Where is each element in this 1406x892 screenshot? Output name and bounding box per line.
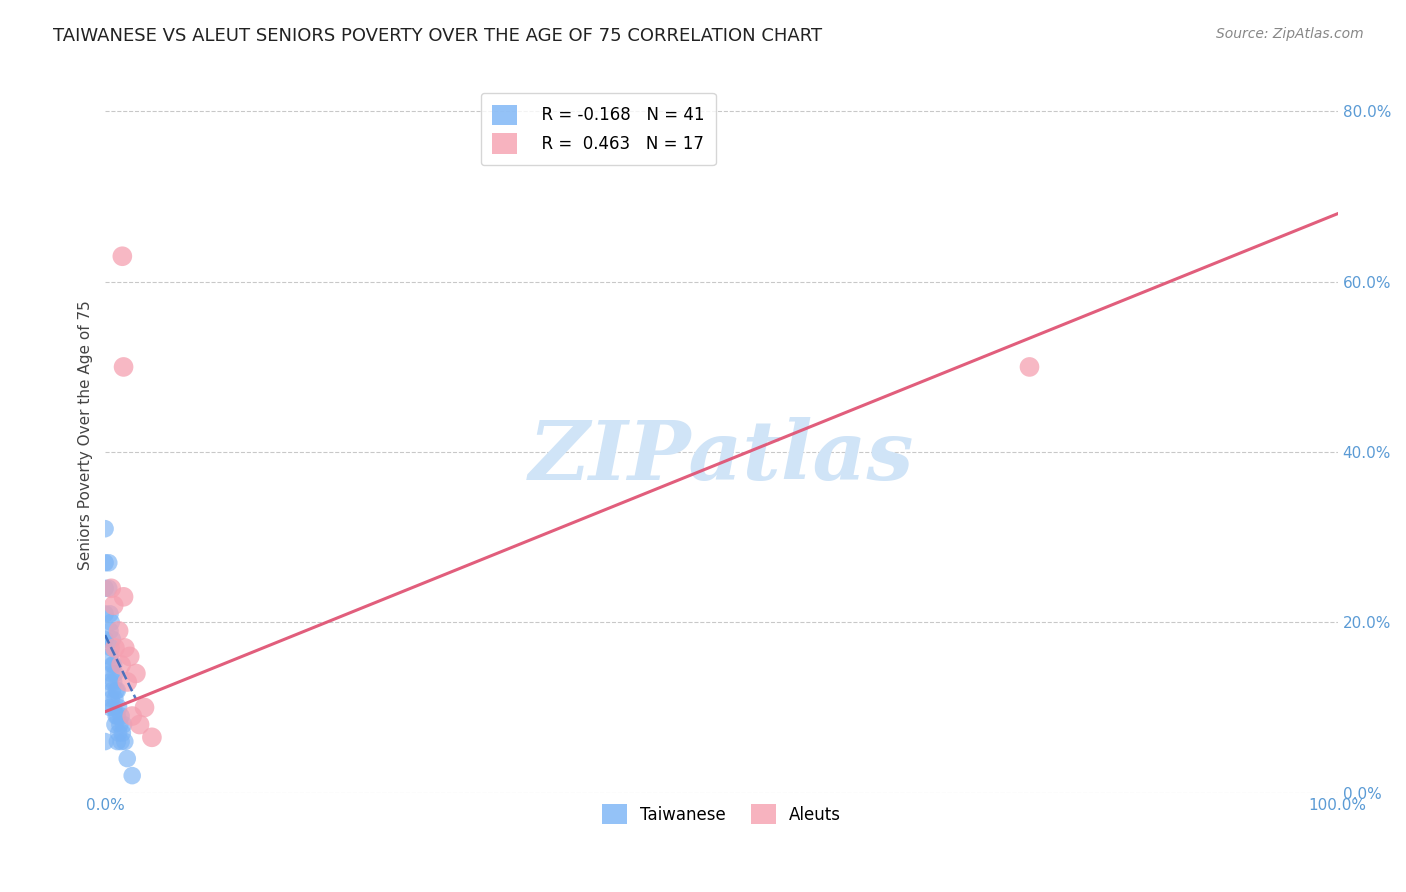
Point [101, 683, 124, 698]
Point [104, 717, 127, 731]
Point [104, 692, 127, 706]
Point [108, 717, 131, 731]
Point [101, 632, 124, 647]
Point [121, 769, 143, 783]
Point [111, 249, 134, 263]
Point [100, 692, 122, 706]
Point [104, 640, 127, 655]
Point [94, 582, 117, 596]
Text: ZIPatlas: ZIPatlas [529, 417, 914, 497]
Text: Source: ZipAtlas.com: Source: ZipAtlas.com [1216, 27, 1364, 41]
Point [105, 709, 128, 723]
Point [107, 726, 129, 740]
Point [103, 700, 125, 714]
Point [1018, 359, 1040, 374]
Point [104, 666, 127, 681]
Point [117, 751, 139, 765]
Point [117, 675, 139, 690]
Point [94, 607, 117, 621]
Point [98, 700, 121, 714]
Point [141, 731, 163, 745]
Point [100, 640, 122, 655]
Point [107, 624, 129, 638]
Text: TAIWANESE VS ALEUT SENIORS POVERTY OVER THE AGE OF 75 CORRELATION CHART: TAIWANESE VS ALEUT SENIORS POVERTY OVER … [53, 27, 823, 45]
Point [94, 522, 117, 536]
Point [107, 683, 129, 698]
Point [114, 734, 136, 748]
Point [114, 640, 136, 655]
Point [100, 615, 122, 630]
Point [110, 734, 132, 748]
Point [103, 657, 125, 672]
Point [110, 709, 132, 723]
Point [94, 734, 117, 748]
Point [118, 649, 141, 664]
Point [112, 590, 135, 604]
Point [107, 709, 129, 723]
Point [101, 657, 124, 672]
Point [107, 734, 129, 748]
Point [105, 683, 128, 698]
Point [98, 624, 121, 638]
Point [103, 675, 125, 690]
Point [98, 607, 121, 621]
Point [110, 657, 132, 672]
Point [103, 599, 125, 613]
Point [121, 709, 143, 723]
Point [94, 632, 117, 647]
Point [100, 666, 122, 681]
Point [128, 717, 150, 731]
Y-axis label: Seniors Poverty Over the Age of 75: Seniors Poverty Over the Age of 75 [79, 301, 93, 570]
Point [97, 582, 120, 596]
Point [97, 556, 120, 570]
Point [107, 700, 129, 714]
Legend: Taiwanese, Aleuts: Taiwanese, Aleuts [592, 794, 851, 834]
Point [100, 582, 122, 596]
Point [134, 700, 156, 714]
Point [125, 666, 148, 681]
Point [112, 717, 135, 731]
Point [112, 359, 135, 374]
Point [111, 726, 134, 740]
Point [98, 675, 121, 690]
Point [98, 649, 121, 664]
Point [94, 556, 117, 570]
